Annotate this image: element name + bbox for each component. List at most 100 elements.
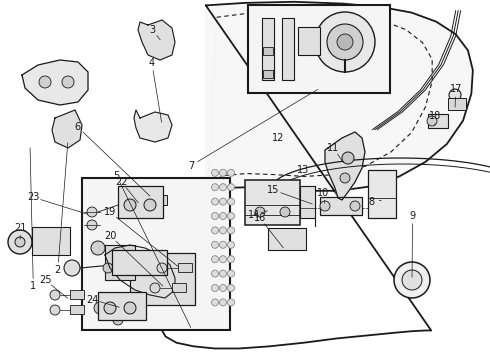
Circle shape [227, 198, 235, 205]
Text: 15: 15 [267, 185, 280, 195]
Circle shape [113, 315, 123, 325]
Circle shape [394, 262, 430, 298]
Polygon shape [134, 110, 172, 142]
Circle shape [342, 152, 354, 164]
Circle shape [427, 116, 437, 126]
Circle shape [255, 207, 265, 217]
Text: 25: 25 [39, 275, 51, 285]
Circle shape [212, 256, 219, 263]
Bar [300, 186, 315, 218]
Bar [428, 114, 448, 128]
Text: 18: 18 [429, 111, 441, 121]
Bar [178, 263, 192, 272]
Text: 20: 20 [104, 231, 117, 241]
Text: 10: 10 [318, 188, 330, 198]
Text: 2: 2 [55, 265, 61, 275]
Circle shape [340, 173, 350, 183]
Circle shape [449, 89, 461, 101]
Text: 3: 3 [149, 24, 155, 35]
Bar [172, 283, 186, 292]
Circle shape [94, 302, 106, 314]
Circle shape [50, 290, 60, 300]
Text: 24: 24 [86, 294, 98, 305]
Bar [130, 253, 195, 305]
Polygon shape [206, 2, 473, 193]
Bar [298, 27, 320, 55]
Text: 9: 9 [410, 211, 416, 221]
Circle shape [220, 241, 226, 248]
Circle shape [227, 184, 235, 191]
Circle shape [87, 220, 97, 230]
Text: 19: 19 [104, 207, 117, 217]
Circle shape [150, 283, 160, 293]
Circle shape [220, 284, 226, 292]
Circle shape [280, 207, 290, 217]
Circle shape [220, 198, 226, 205]
Bar [263, 70, 273, 78]
Circle shape [103, 263, 113, 273]
Bar [320, 197, 362, 215]
Circle shape [227, 284, 235, 292]
Circle shape [402, 270, 422, 290]
Bar [262, 18, 274, 80]
Circle shape [62, 76, 74, 88]
Circle shape [131, 195, 141, 205]
Bar [32, 227, 70, 255]
Bar [152, 195, 167, 205]
Polygon shape [325, 132, 365, 200]
Text: 22: 22 [115, 177, 128, 187]
Text: 1: 1 [30, 281, 36, 291]
Polygon shape [22, 60, 88, 105]
Bar [105, 245, 135, 280]
Bar [245, 180, 300, 225]
Circle shape [220, 270, 226, 277]
Bar [263, 47, 273, 55]
Circle shape [220, 227, 226, 234]
Text: 17: 17 [449, 84, 462, 94]
Bar [82, 178, 230, 330]
Circle shape [227, 241, 235, 248]
Bar [118, 186, 163, 218]
Circle shape [212, 184, 219, 191]
Circle shape [50, 305, 60, 315]
Circle shape [220, 212, 226, 220]
Bar [448, 98, 466, 110]
Bar [112, 250, 167, 275]
Bar [98, 292, 146, 320]
Text: 4: 4 [149, 58, 155, 68]
Circle shape [212, 198, 219, 205]
Circle shape [124, 199, 136, 211]
Bar [282, 18, 294, 80]
Bar [368, 170, 396, 218]
Circle shape [212, 212, 219, 220]
Text: 8: 8 [368, 197, 374, 207]
Circle shape [124, 302, 136, 314]
Circle shape [8, 230, 32, 254]
Polygon shape [52, 110, 82, 148]
Bar [268, 228, 306, 250]
Circle shape [320, 201, 330, 211]
Circle shape [91, 241, 105, 255]
Bar [70, 290, 84, 299]
Text: 11: 11 [327, 143, 340, 153]
Bar [248, 5, 390, 93]
Text: 14: 14 [248, 210, 260, 220]
Circle shape [227, 256, 235, 263]
Bar [70, 305, 84, 314]
Circle shape [64, 260, 80, 276]
Circle shape [220, 184, 226, 191]
Circle shape [212, 284, 219, 292]
Circle shape [212, 227, 219, 234]
Circle shape [315, 12, 375, 72]
Circle shape [327, 24, 363, 60]
Circle shape [227, 299, 235, 306]
Circle shape [144, 199, 156, 211]
Text: 13: 13 [297, 165, 309, 175]
Circle shape [220, 169, 226, 176]
Circle shape [227, 169, 235, 176]
Polygon shape [138, 20, 175, 60]
Text: 5: 5 [114, 171, 120, 181]
Circle shape [212, 299, 219, 306]
Text: 12: 12 [272, 132, 285, 143]
Text: 16: 16 [254, 213, 266, 223]
